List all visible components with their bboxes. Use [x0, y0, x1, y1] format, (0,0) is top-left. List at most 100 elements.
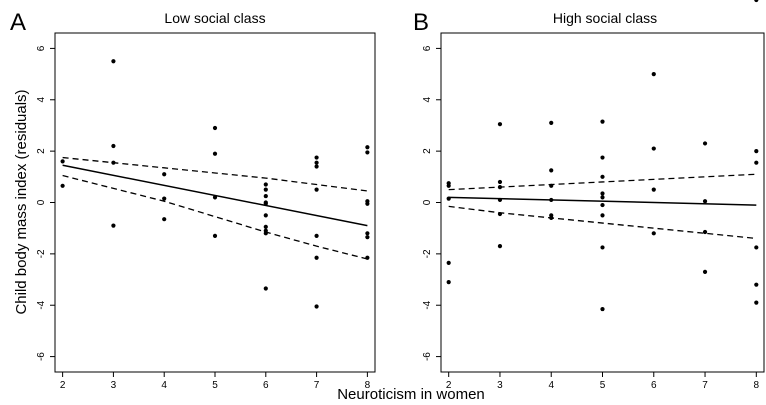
data-point	[111, 160, 116, 165]
ci-lower-line	[448, 205, 757, 240]
data-point	[754, 0, 759, 3]
data-point	[111, 223, 116, 228]
data-point	[212, 151, 218, 156]
data-point	[111, 59, 116, 64]
data-point	[549, 197, 554, 203]
data-point	[314, 233, 319, 238]
data-point	[497, 122, 503, 127]
panel-b: B High social class 2 3 4 5 6 7 8 -6 -4 -2 0 2 4 6	[413, 0, 765, 391]
data-point	[497, 244, 503, 249]
x-axis-label: Neuroticism in women	[337, 386, 485, 403]
data-point	[162, 217, 167, 222]
data-point	[212, 233, 218, 238]
data-point	[600, 155, 605, 160]
y-tick-label: 0	[422, 199, 433, 205]
data-point	[497, 197, 503, 203]
data-point	[651, 231, 656, 236]
data-point	[212, 195, 218, 200]
data-point	[754, 282, 759, 287]
data-point	[212, 125, 218, 131]
data-point	[263, 182, 268, 187]
data-point	[600, 213, 605, 218]
data-point	[651, 187, 656, 192]
data-point	[497, 184, 503, 190]
ci-lower-line	[62, 174, 368, 260]
data-point	[365, 235, 370, 240]
x-tick-label: 6	[651, 380, 657, 391]
data-point	[446, 196, 451, 201]
x-tick-label: 2	[60, 380, 66, 391]
data-point	[263, 228, 268, 233]
y-tick-label: -6	[36, 352, 47, 361]
plot-frame	[54, 32, 376, 373]
y-tick-label: 6	[36, 45, 47, 51]
data-point	[702, 199, 708, 204]
panel-title: High social class	[553, 10, 657, 26]
data-point	[365, 255, 370, 260]
data-point	[702, 141, 708, 146]
y-tick-label: -2	[422, 249, 433, 258]
data-point	[549, 120, 554, 125]
data-point	[600, 245, 605, 250]
data-point	[600, 174, 605, 179]
data-point	[754, 160, 759, 165]
data-point	[314, 187, 319, 192]
data-point	[365, 145, 370, 150]
data-point	[263, 224, 268, 229]
y-tick-label: 4	[422, 97, 433, 103]
y-tick-label: -4	[36, 300, 47, 309]
data-point	[446, 260, 451, 265]
data-point	[549, 215, 554, 221]
x-tick-label: 7	[702, 380, 708, 391]
data-point	[702, 229, 708, 235]
panel-title: Low social class	[164, 10, 265, 26]
data-point	[263, 193, 268, 199]
data-point	[263, 201, 268, 206]
y-tick-label: -4	[422, 300, 433, 309]
y-axis-label: Child body mass index (residuals)	[13, 89, 30, 314]
x-tick-label: 5	[212, 380, 218, 391]
data-point	[754, 245, 759, 250]
x-tick-label: 6	[263, 380, 269, 391]
data-point	[365, 201, 370, 206]
data-point	[162, 196, 167, 201]
data-point	[600, 119, 605, 124]
data-point	[651, 146, 656, 151]
x-tick-label: 8	[365, 380, 371, 391]
data-point	[60, 183, 65, 188]
data-point	[549, 168, 554, 173]
y-tick-label: 0	[36, 199, 47, 205]
data-point	[702, 269, 708, 274]
y-tick-label: 2	[36, 148, 47, 154]
data-point	[365, 150, 370, 155]
data-point	[446, 183, 451, 188]
data-point	[314, 164, 319, 169]
x-tick-label: 7	[314, 380, 320, 391]
data-point	[111, 143, 116, 149]
data-point	[549, 183, 554, 188]
panel-a: A Low social class 2 3 4 5 6 7 8 -6 -4 -2 0 2 4 6	[10, 9, 376, 391]
y-tick-label: -6	[422, 352, 433, 361]
plot-frame	[440, 32, 765, 373]
data-point	[263, 286, 268, 291]
data-point	[263, 187, 268, 192]
data-point	[497, 211, 503, 217]
x-tick-label: 5	[600, 380, 606, 391]
x-tick-label: 4	[161, 380, 167, 391]
data-point	[600, 202, 605, 208]
data-point	[314, 255, 319, 260]
panel-letter: B	[413, 9, 429, 36]
x-tick-label: 4	[548, 380, 554, 391]
data-point	[651, 71, 656, 77]
data-point	[446, 280, 451, 285]
data-point	[600, 191, 605, 196]
panel-letter: A	[10, 9, 26, 36]
x-tick-label: 2	[446, 380, 452, 391]
x-tick-label: 8	[754, 380, 760, 391]
y-tick-label: -2	[36, 249, 47, 258]
data-point	[754, 300, 759, 305]
y-tick-label: 6	[422, 45, 433, 51]
x-tick-label: 3	[497, 380, 503, 391]
data-point	[314, 304, 319, 309]
